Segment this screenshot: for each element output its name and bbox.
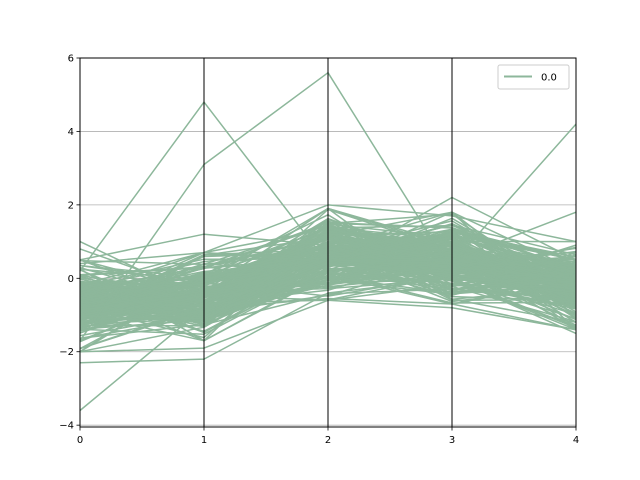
x-tick-label: 4 xyxy=(573,435,579,446)
x-tick-label: 3 xyxy=(449,435,455,446)
y-tick-label: 0 xyxy=(68,274,74,285)
x-tick-label: 0 xyxy=(77,435,83,446)
tick-layer: −4 −2 0 2 4 6 0 1 2 3 4 xyxy=(59,54,579,447)
y-tick-label: −4 xyxy=(59,421,74,432)
legend-label: 0.0 xyxy=(541,73,557,84)
y-tick-label: −2 xyxy=(59,347,74,358)
legend: 0.0 xyxy=(497,64,570,90)
y-tick-label: 6 xyxy=(68,54,74,65)
x-tick-label: 1 xyxy=(201,435,207,446)
y-tick-label: 4 xyxy=(68,127,74,138)
legend-box xyxy=(497,64,570,90)
y-tick-label: 2 xyxy=(68,200,74,211)
x-tick-label: 2 xyxy=(325,435,331,446)
